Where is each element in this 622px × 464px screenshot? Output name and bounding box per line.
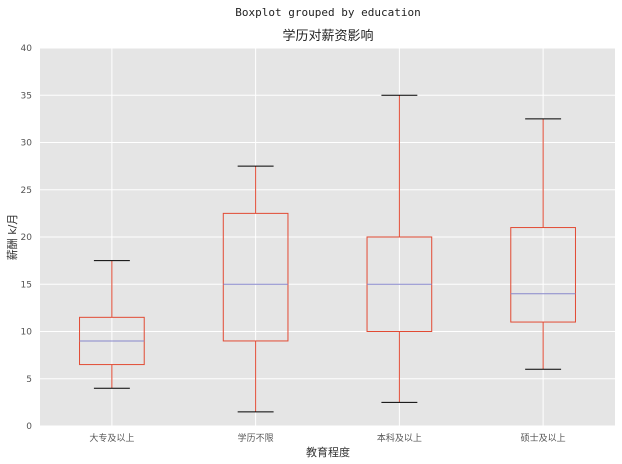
y-tick-label: 30 (21, 139, 33, 149)
x-tick-label: 学历不限 (238, 432, 274, 444)
y-tick-label: 20 (21, 233, 33, 243)
boxes (79, 94, 576, 413)
y-axis-label: 薪酬 k/月 (6, 214, 19, 261)
y-tick-label: 0 (26, 422, 32, 432)
x-tick-label: 本科及以上 (377, 432, 422, 444)
box-group (510, 118, 576, 370)
y-tick-label: 5 (26, 375, 32, 385)
y-tick-label: 35 (21, 91, 32, 101)
box-group (222, 165, 289, 413)
y-axis-ticks: 0 5 10 15 20 25 30 35 40 (21, 44, 33, 432)
x-tick-label: 硕士及以上 (521, 432, 566, 444)
x-axis-ticks: 大专及以上 学历不限 本科及以上 硕士及以上 (89, 432, 565, 444)
y-tick-label: 10 (21, 328, 33, 338)
chart-title: 学历对薪资影响 (282, 28, 373, 44)
y-tick-label: 40 (21, 44, 33, 54)
box-group (79, 260, 145, 389)
box (510, 227, 576, 323)
y-tick-label: 25 (21, 186, 32, 196)
box (222, 212, 289, 342)
x-axis-label: 教育程度 (306, 445, 350, 459)
y-tick-label: 15 (21, 280, 32, 290)
box-group (366, 94, 433, 403)
chart-suptitle: Boxplot grouped by education (235, 6, 420, 19)
x-tick-label: 大专及以上 (89, 432, 134, 444)
